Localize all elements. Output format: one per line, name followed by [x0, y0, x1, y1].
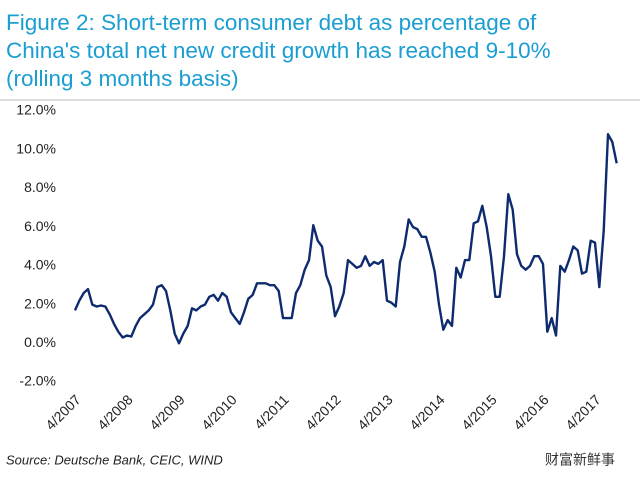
x-tick-label: 4/2009 [146, 391, 188, 433]
chart-title: Figure 2: Short-term consumer debt as pe… [6, 10, 537, 35]
x-tick-label: 4/2013 [354, 391, 396, 433]
x-tick-label: 4/2012 [302, 391, 344, 433]
watermark: 财富新鲜事 [545, 452, 615, 468]
y-tick-label: 12.0% [16, 102, 56, 118]
x-tick-label: 4/2008 [94, 391, 136, 433]
x-tick-label: 4/2007 [42, 391, 84, 433]
chart-title: (rolling 3 months basis) [6, 66, 239, 91]
y-tick-label: 2.0% [24, 295, 56, 311]
x-tick-label: 4/2016 [510, 391, 552, 433]
x-tick-label: 4/2017 [562, 391, 604, 433]
y-tick-label: -2.0% [19, 373, 56, 389]
chart-title: China's total net new credit growth has … [6, 38, 551, 63]
x-tick-label: 4/2015 [458, 391, 500, 433]
x-tick-label: 4/2011 [251, 391, 292, 432]
y-tick-label: 10.0% [16, 140, 56, 156]
y-tick-label: 6.0% [24, 218, 56, 234]
source: Source: Deutsche Bank, CEIC, WIND [6, 452, 223, 467]
y-tick-label: 0.0% [24, 334, 56, 350]
x-tick-label: 4/2010 [198, 391, 240, 433]
y-tick-label: 8.0% [24, 179, 56, 195]
y-tick-label: 4.0% [24, 257, 56, 273]
x-tick-label: 4/2014 [406, 391, 448, 433]
line-series [73, 133, 618, 345]
